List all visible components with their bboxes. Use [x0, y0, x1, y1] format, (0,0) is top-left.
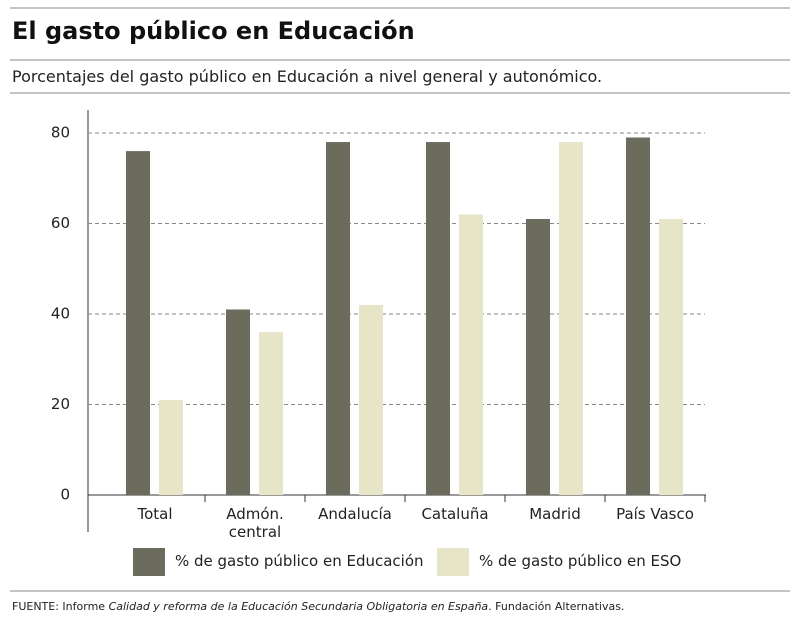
- x-tick-label: Total: [137, 505, 173, 523]
- bar: [326, 142, 350, 496]
- y-tick-label: 60: [51, 214, 70, 232]
- legend-swatch: [133, 548, 165, 576]
- y-tick-label: 40: [51, 305, 70, 323]
- x-tick-label: País Vasco: [616, 505, 694, 523]
- y-tick-label: 20: [51, 395, 70, 413]
- x-tick-label: Cataluña: [421, 505, 489, 523]
- y-tick-label: 0: [60, 486, 70, 504]
- legend-label: % de gasto público en Educación: [175, 552, 424, 570]
- bar: [626, 137, 650, 495]
- legend-swatch: [437, 548, 469, 576]
- source-title: Calidad y reforma de la Educación Secund…: [108, 600, 489, 613]
- bar: [559, 142, 583, 496]
- source-suffix: . Fundación Alternativas.: [488, 600, 625, 613]
- bar: [659, 218, 683, 495]
- source: FUENTE: Informe Calidad y reforma de la …: [12, 600, 624, 613]
- bar: [226, 309, 250, 495]
- bar: [159, 399, 183, 495]
- source-prefix: FUENTE: Informe: [12, 600, 106, 613]
- bar: [426, 142, 450, 496]
- bar: [126, 151, 150, 495]
- chart-title: El gasto público en Educación: [12, 17, 415, 45]
- bar: [359, 304, 383, 495]
- x-tick-label: Admón. central: [226, 505, 284, 541]
- bar: [526, 218, 550, 495]
- y-tick-label: 80: [51, 124, 70, 142]
- chart-subtitle: Porcentajes del gasto público en Educaci…: [12, 67, 603, 86]
- bar: [259, 332, 283, 495]
- legend-label: % de gasto público en ESO: [479, 552, 682, 570]
- x-tick-label: Andalucía: [318, 505, 392, 523]
- x-tick-label: Madrid: [529, 505, 581, 523]
- bar: [459, 214, 483, 495]
